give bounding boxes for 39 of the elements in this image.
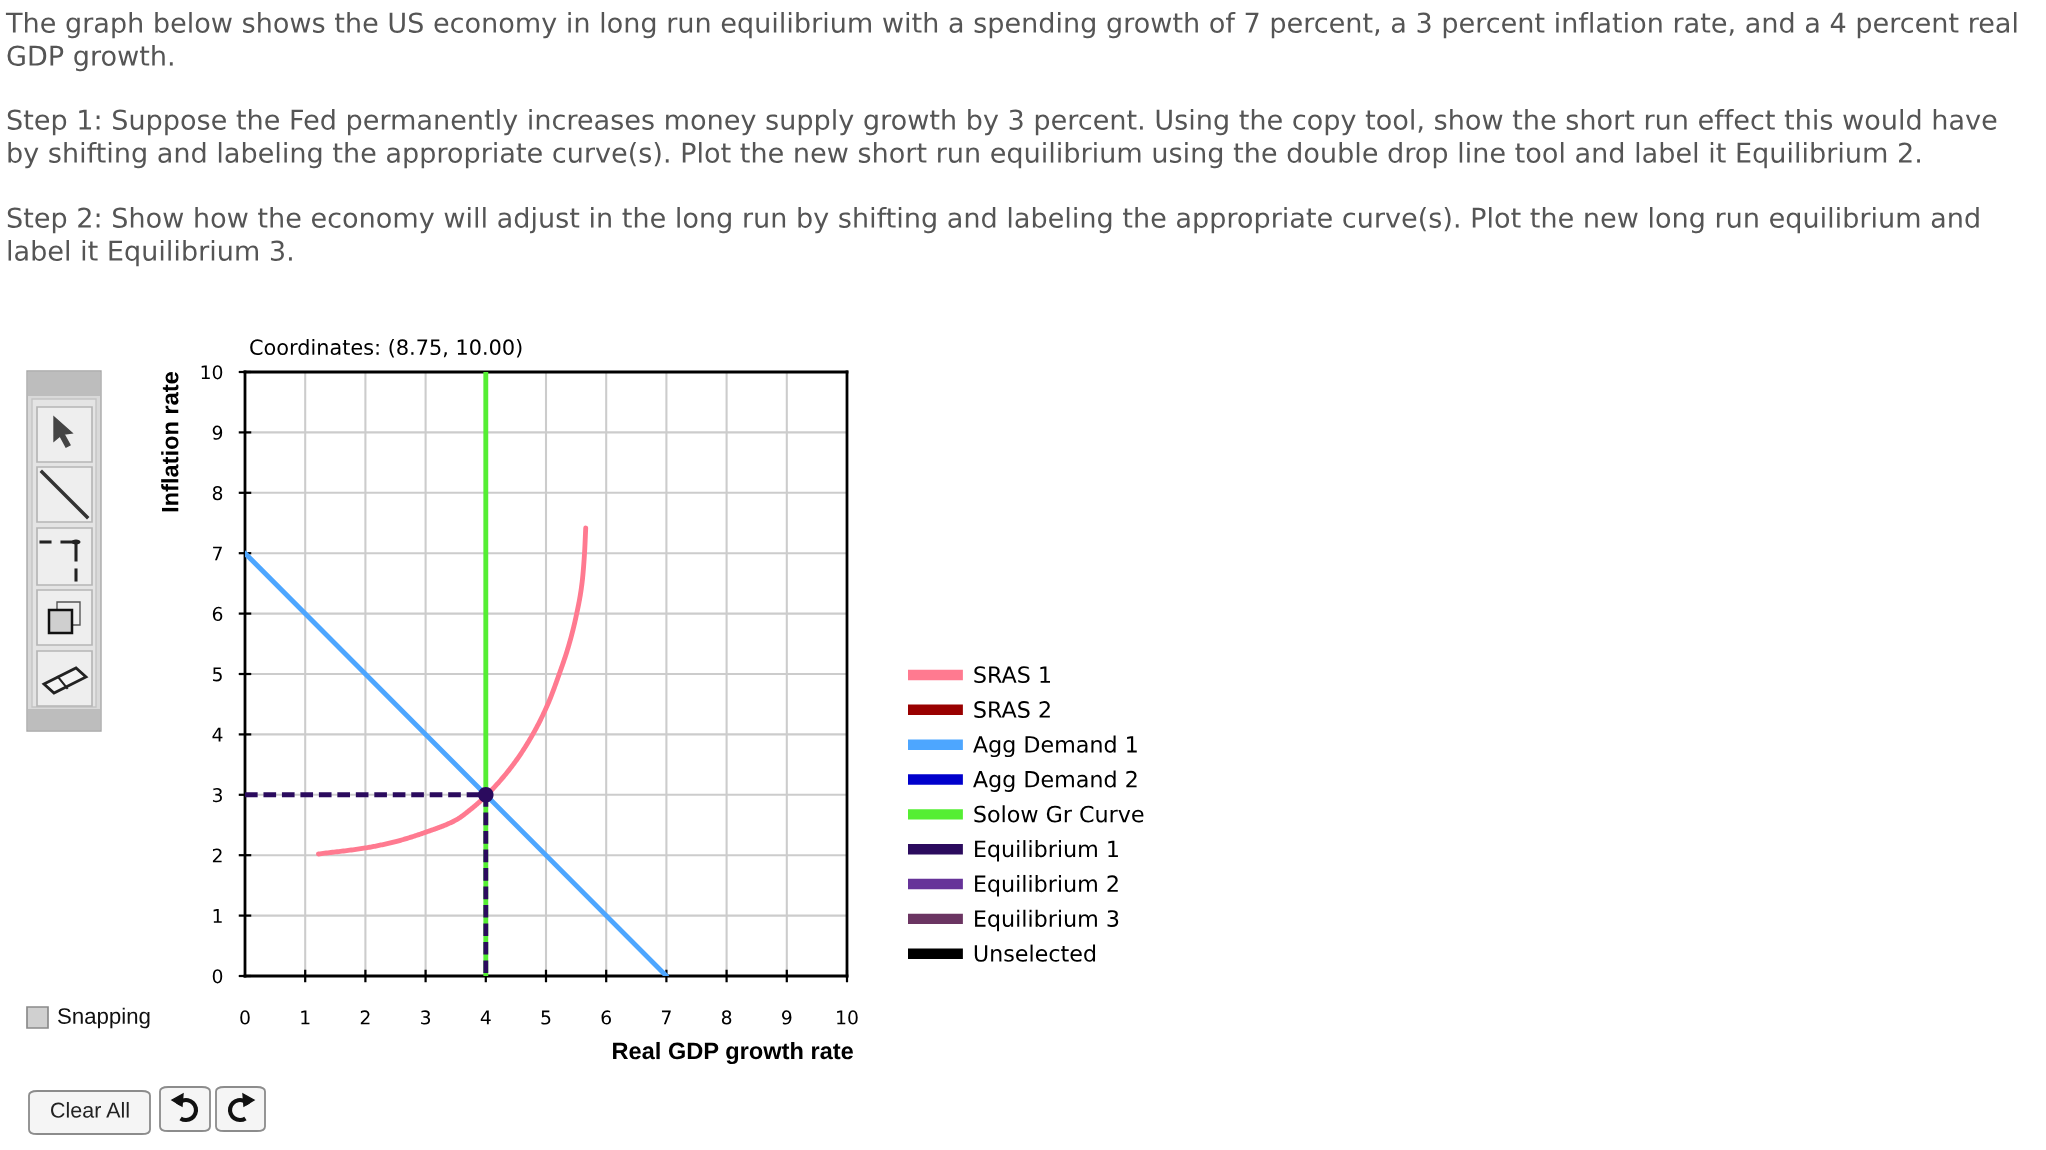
- legend-label: Agg Demand 1: [973, 735, 1137, 758]
- y-tick-label: 10: [201, 365, 223, 380]
- y-axis-title: Inflation rate: [161, 372, 179, 512]
- text: Snapping: [58, 1007, 150, 1029]
- y-tick-label: 6: [212, 606, 223, 621]
- y-tick-label: 7: [213, 546, 222, 561]
- x-tick-label: 9: [782, 1010, 792, 1025]
- text: Step 1: Suppose the Fed permanently increases money supply growth by 3 percent. Using the copy tool, show the short run effect this would have by shifting and labeling the appropriate curve(s). Plot the new short run equilibrium using the double drop line tool and label it Equilibrium 2.: [7, 109, 1997, 169]
- legend-label: Solow Gr Curve: [974, 805, 1144, 823]
- legend-label: Equilibrium 1: [975, 840, 1118, 862]
- y-tick-label: 0: [212, 969, 223, 984]
- text: Coordinates: (8.75, 10.00): [250, 338, 522, 358]
- y-tick-label: 9: [212, 425, 223, 440]
- legend-label: Unselected: [974, 944, 1096, 962]
- legend-label: SRAS 1: [974, 666, 1050, 684]
- x-tick-label: 0: [240, 1010, 250, 1025]
- x-tick-label: 3: [421, 1010, 431, 1025]
- legend-label: Equilibrium 2: [975, 874, 1118, 897]
- legend-label: Agg Demand 2: [973, 770, 1137, 792]
- y-tick-label: 4: [212, 727, 223, 742]
- y-tick-label: 1: [213, 909, 222, 923]
- y-tick-label: 2: [212, 848, 222, 863]
- x-axis-title: Real GDP growth rate: [613, 1041, 853, 1065]
- x-tick-label: 6: [601, 1010, 611, 1025]
- x-tick-label: 1: [301, 1010, 310, 1025]
- x-tick-label: 10: [837, 1010, 858, 1025]
- text: The graph below shows the US economy in long run equilibrium with a spending growth of 7 percent, a 3 percent inflation rate, and a 4 percent real GDP growth.: [5, 12, 2017, 72]
- legend-label: SRAS 2: [974, 701, 1050, 718]
- text: Clear All: [51, 1101, 129, 1118]
- text: Step 2: Show how the economy will adjust in the long run by shifting and labeling the appropriate curve(s). Plot the new long run equilibrium and label it Equilibrium 3.: [7, 207, 1979, 267]
- x-tick-label: 2: [360, 1010, 370, 1025]
- y-tick-label: 8: [212, 486, 223, 501]
- x-tick-label: 5: [541, 1010, 551, 1025]
- legend-label: Equilibrium 3: [975, 909, 1119, 932]
- x-tick-label: 8: [721, 1010, 732, 1025]
- x-tick-label: 4: [480, 1010, 491, 1025]
- y-tick-label: 3: [212, 788, 222, 803]
- x-tick-label: 7: [661, 1010, 671, 1025]
- y-tick-label: 5: [212, 667, 222, 682]
